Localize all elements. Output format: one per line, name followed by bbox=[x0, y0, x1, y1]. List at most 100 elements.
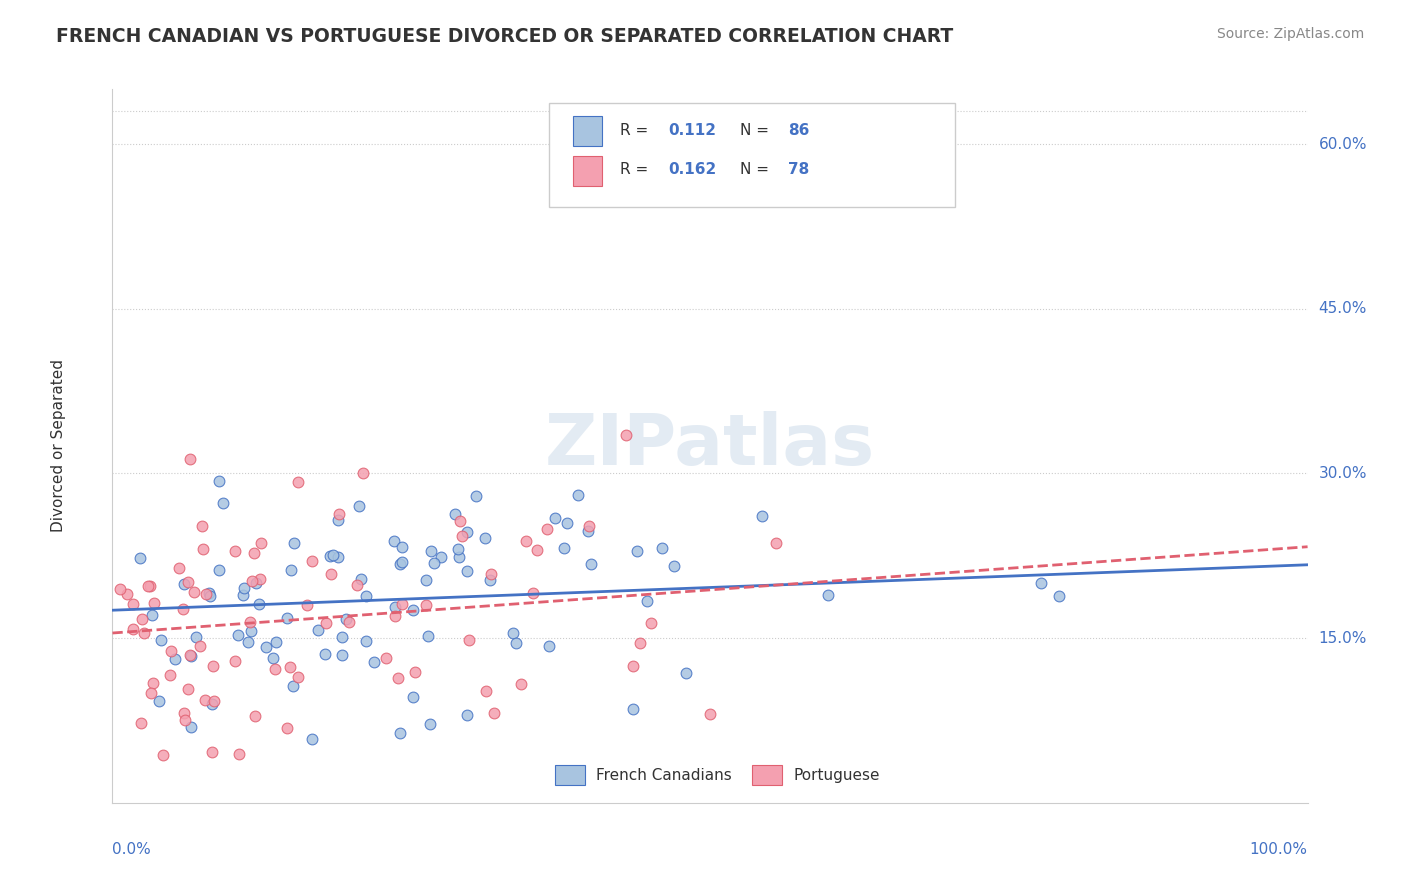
Text: Source: ZipAtlas.com: Source: ZipAtlas.com bbox=[1216, 27, 1364, 41]
Point bbox=[180, 720, 202, 734]
Point bbox=[347, 499, 370, 513]
Point bbox=[208, 563, 231, 577]
Text: 15.0%: 15.0% bbox=[1319, 631, 1367, 646]
Point bbox=[184, 630, 207, 644]
Point bbox=[387, 671, 409, 685]
Point bbox=[173, 713, 195, 727]
Text: 0.112: 0.112 bbox=[668, 123, 716, 138]
Point bbox=[346, 578, 368, 592]
Point bbox=[319, 567, 342, 582]
Point bbox=[817, 588, 839, 602]
Text: R =: R = bbox=[620, 123, 654, 138]
Point bbox=[159, 643, 181, 657]
Point bbox=[388, 558, 411, 572]
Point bbox=[356, 589, 378, 603]
Point bbox=[751, 508, 773, 523]
Point bbox=[1031, 576, 1053, 591]
Point bbox=[183, 584, 205, 599]
Point bbox=[502, 625, 524, 640]
Point bbox=[335, 612, 357, 626]
FancyBboxPatch shape bbox=[572, 116, 603, 146]
Point bbox=[328, 550, 350, 565]
Point bbox=[287, 475, 309, 489]
Point bbox=[354, 633, 377, 648]
Point bbox=[384, 599, 406, 614]
Point bbox=[132, 626, 155, 640]
Point bbox=[283, 535, 305, 549]
Point bbox=[623, 658, 645, 673]
Point bbox=[567, 488, 589, 502]
Text: 86: 86 bbox=[787, 123, 808, 138]
Point bbox=[238, 635, 260, 649]
Text: 30.0%: 30.0% bbox=[1319, 466, 1367, 481]
Point bbox=[150, 633, 173, 648]
Point bbox=[391, 540, 413, 554]
Point bbox=[245, 708, 267, 723]
Point bbox=[457, 633, 479, 648]
Text: FRENCH CANADIAN VS PORTUGUESE DIVORCED OR SEPARATED CORRELATION CHART: FRENCH CANADIAN VS PORTUGUESE DIVORCED O… bbox=[56, 27, 953, 45]
Point bbox=[139, 579, 162, 593]
Point bbox=[449, 550, 471, 565]
Point bbox=[226, 628, 249, 642]
Point bbox=[110, 582, 132, 597]
Point bbox=[224, 544, 246, 558]
Point bbox=[465, 489, 488, 503]
Point bbox=[287, 670, 309, 684]
Point bbox=[301, 554, 323, 568]
Point bbox=[447, 542, 470, 557]
Point bbox=[315, 616, 337, 631]
Point bbox=[479, 567, 502, 582]
Point bbox=[419, 544, 441, 558]
Point bbox=[141, 607, 163, 622]
Point bbox=[264, 635, 287, 649]
Point bbox=[526, 543, 548, 558]
Point bbox=[249, 597, 271, 611]
Point bbox=[474, 531, 496, 545]
Point bbox=[281, 680, 304, 694]
Point bbox=[363, 655, 385, 669]
Text: 0.162: 0.162 bbox=[668, 162, 717, 178]
Point bbox=[131, 612, 153, 626]
Point bbox=[765, 536, 787, 550]
Point bbox=[195, 587, 218, 601]
Point bbox=[475, 684, 498, 698]
Point bbox=[239, 615, 262, 629]
Point bbox=[276, 721, 298, 735]
Point bbox=[555, 516, 578, 530]
Point bbox=[280, 660, 302, 674]
Text: N =: N = bbox=[740, 123, 773, 138]
Point bbox=[651, 541, 673, 556]
Point bbox=[319, 549, 342, 563]
Point bbox=[536, 522, 558, 536]
Point bbox=[280, 563, 302, 577]
Point bbox=[129, 716, 152, 731]
Point bbox=[636, 593, 658, 607]
Point bbox=[201, 659, 224, 673]
Point bbox=[179, 451, 201, 466]
Point bbox=[456, 524, 478, 539]
Point bbox=[456, 565, 478, 579]
Point bbox=[198, 586, 221, 600]
Point bbox=[115, 587, 138, 601]
Point bbox=[544, 510, 567, 524]
Point bbox=[375, 651, 398, 665]
Point bbox=[211, 495, 233, 509]
Point bbox=[180, 649, 202, 664]
Point bbox=[232, 581, 254, 595]
Point bbox=[152, 748, 174, 763]
Text: 60.0%: 60.0% bbox=[1319, 136, 1367, 152]
Point bbox=[482, 706, 505, 721]
FancyBboxPatch shape bbox=[548, 103, 955, 207]
Point bbox=[232, 588, 254, 602]
Text: ZIPatlas: ZIPatlas bbox=[546, 411, 875, 481]
Point bbox=[384, 608, 406, 623]
Point bbox=[578, 519, 600, 533]
Point bbox=[419, 717, 441, 731]
Point bbox=[179, 648, 201, 662]
Point bbox=[250, 536, 273, 550]
Point bbox=[330, 648, 353, 662]
Text: 78: 78 bbox=[787, 162, 808, 178]
FancyBboxPatch shape bbox=[554, 765, 585, 785]
Point bbox=[129, 551, 152, 566]
Point bbox=[142, 596, 165, 610]
